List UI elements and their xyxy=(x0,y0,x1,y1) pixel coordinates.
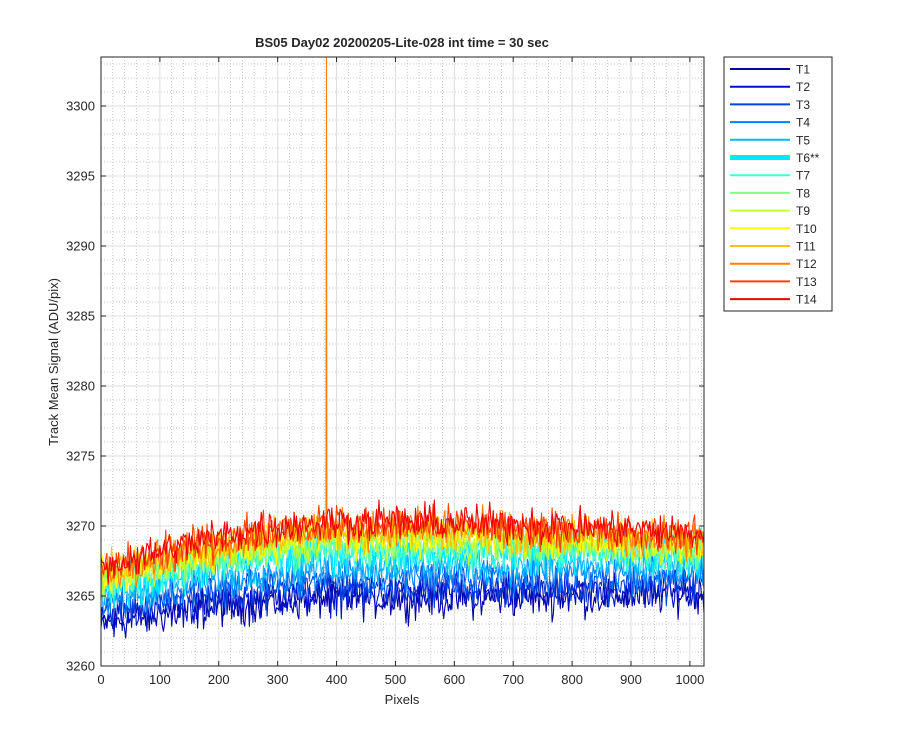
legend: T1 T2 T3 T4 T5 T6** T7 T8 T9 T10 T11 T12 T13 T14 xyxy=(723,56,833,312)
y-tick-label: 3270 xyxy=(66,519,95,534)
legend-label: T11 xyxy=(796,240,816,254)
legend-label: T9 xyxy=(796,204,810,218)
y-tick-label: 3260 xyxy=(66,659,95,674)
axis-ticks xyxy=(100,57,704,667)
legend-label: T10 xyxy=(796,222,817,236)
x-tick-label: 0 xyxy=(97,672,104,687)
legend-label: T13 xyxy=(796,275,817,289)
legend-label: T6** xyxy=(796,151,820,165)
x-tick-label: 900 xyxy=(620,672,642,687)
x-axis-label: Pixels xyxy=(385,692,420,707)
series-line-t3 xyxy=(101,560,704,626)
x-tick-label: 800 xyxy=(561,672,583,687)
legend-label: T1 xyxy=(796,63,810,77)
y-axis-label: Track Mean Signal (ADU/pix) xyxy=(46,278,61,446)
y-tick-label: 3290 xyxy=(66,239,95,254)
y-tick-label: 3275 xyxy=(66,449,95,464)
plot-area-frame xyxy=(100,56,705,667)
legend-label: T2 xyxy=(796,80,810,94)
legend-label: T8 xyxy=(796,186,810,200)
legend-box xyxy=(723,56,833,312)
x-tick-label: 300 xyxy=(267,672,289,687)
y-tick-label: 3265 xyxy=(66,589,95,604)
x-tick-label: 100 xyxy=(149,672,171,687)
legend-label: T7 xyxy=(796,169,810,183)
series-line-t1 xyxy=(101,569,704,639)
y-tick-label: 3295 xyxy=(66,169,95,184)
y-tick-label: 3300 xyxy=(66,99,95,114)
series-line-t11 xyxy=(101,511,704,599)
y-tick-label: 3280 xyxy=(66,379,95,394)
x-tick-label: 700 xyxy=(502,672,524,687)
x-tick-label: 600 xyxy=(443,672,465,687)
legend-label: T5 xyxy=(796,133,810,147)
chart-title: BS05 Day02 20200205-Lite-028 int time = … xyxy=(255,35,549,50)
series-layer xyxy=(101,57,704,639)
series-line-t14 xyxy=(101,499,704,584)
legend-label: T14 xyxy=(796,293,817,307)
y-tick-label: 3285 xyxy=(66,309,95,324)
x-tick-label: 200 xyxy=(208,672,230,687)
tick-labels: 0 100 200 300 400 500 600 700 800 900 1000 3260 3265… xyxy=(66,99,704,688)
legend-label: T4 xyxy=(796,116,810,130)
x-tick-label: 400 xyxy=(326,672,348,687)
x-tick-label: 500 xyxy=(385,672,407,687)
x-tick-label: 1000 xyxy=(675,672,704,687)
legend-label: T12 xyxy=(796,257,817,271)
series-line-t2 xyxy=(101,567,704,638)
legend-label: T3 xyxy=(796,98,810,112)
